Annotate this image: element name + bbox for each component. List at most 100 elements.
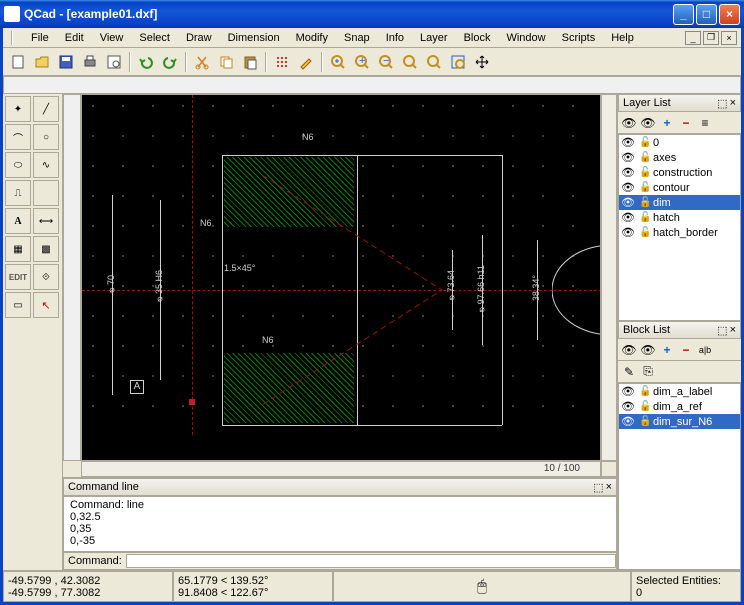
visibility-icon[interactable]: 👁 [621, 415, 635, 428]
hatch-tool[interactable]: ▦ [5, 236, 31, 262]
zoom-in-button[interactable]: + [351, 51, 373, 73]
layer-item[interactable]: 👁🔓hatch_border [619, 225, 740, 240]
block-item[interactable]: 👁🔓dim_sur_N6 [619, 414, 740, 429]
mdi-close-button[interactable]: × [721, 31, 737, 45]
menu-block[interactable]: Block [456, 30, 499, 46]
cut-button[interactable] [191, 51, 213, 73]
layer-close-button[interactable]: × [730, 97, 736, 110]
select-tool[interactable]: ↖ [33, 292, 59, 318]
menu-help[interactable]: Help [603, 30, 642, 46]
zoom-window-button[interactable] [447, 51, 469, 73]
visibility-icon[interactable]: 👁 [621, 166, 635, 179]
layer-add-button[interactable]: + [658, 114, 676, 132]
layer-item[interactable]: 👁🔓axes [619, 150, 740, 165]
lock-icon[interactable]: 🔓 [639, 152, 649, 163]
lock-icon[interactable]: 🔓 [639, 227, 649, 238]
grid-button[interactable] [271, 51, 293, 73]
zoom-out-button[interactable]: − [375, 51, 397, 73]
lock-icon[interactable]: 🔓 [639, 401, 649, 412]
layer-list[interactable]: 👁🔓0👁🔓axes👁🔓construction👁🔓contour👁🔓dim👁🔓h… [618, 134, 741, 321]
draft-button[interactable] [295, 51, 317, 73]
visibility-icon[interactable]: 👁 [621, 211, 635, 224]
open-button[interactable] [31, 51, 53, 73]
menu-scripts[interactable]: Scripts [554, 30, 604, 46]
visibility-icon[interactable]: 👁 [621, 196, 635, 209]
menu-dimension[interactable]: Dimension [220, 30, 288, 46]
menu-info[interactable]: Info [378, 30, 412, 46]
lock-icon[interactable]: 🔓 [639, 416, 649, 427]
lock-icon[interactable]: 🔓 [639, 182, 649, 193]
arc-tool[interactable]: ⌒ [5, 124, 31, 150]
spline-tool[interactable]: ∿ [33, 152, 59, 178]
visibility-icon[interactable]: 👁 [621, 226, 635, 239]
block-item[interactable]: 👁🔓dim_a_label [619, 384, 740, 399]
block-tool[interactable]: ▭ [5, 292, 31, 318]
zoom-auto-button[interactable] [399, 51, 421, 73]
close-button[interactable]: × [719, 4, 740, 25]
block-show-all-button[interactable]: 👁 [620, 341, 638, 359]
layer-remove-button[interactable]: − [677, 114, 695, 132]
measure-tool[interactable]: ⟐ [33, 264, 59, 290]
layer-item[interactable]: 👁🔓hatch [619, 210, 740, 225]
mdi-minimize-button[interactable]: _ [685, 31, 701, 45]
block-edit-button[interactable]: ✎ [620, 363, 638, 381]
lock-icon[interactable]: 🔓 [639, 137, 649, 148]
layer-item[interactable]: 👁🔓0 [619, 135, 740, 150]
block-hide-all-button[interactable]: 👁 [639, 341, 657, 359]
polyline-tool[interactable]: ⎍ [5, 180, 31, 206]
copy-button[interactable] [215, 51, 237, 73]
print-button[interactable] [79, 51, 101, 73]
block-add-button[interactable]: + [658, 341, 676, 359]
menu-file[interactable]: File [23, 30, 57, 46]
block-rename-button[interactable]: a|b [696, 341, 714, 359]
menu-edit[interactable]: Edit [57, 30, 92, 46]
visibility-icon[interactable]: 👁 [621, 136, 635, 149]
circle-tool[interactable]: ○ [33, 124, 59, 150]
line-tool[interactable]: ╱ [33, 96, 59, 122]
visibility-icon[interactable]: 👁 [621, 385, 635, 398]
block-close-button[interactable]: × [730, 324, 736, 337]
save-button[interactable] [55, 51, 77, 73]
zoom-redraw-button[interactable] [327, 51, 349, 73]
text-tool[interactable]: A [5, 208, 31, 234]
point-tool[interactable]: ✦ [5, 96, 31, 122]
lock-icon[interactable]: 🔓 [639, 386, 649, 397]
cmd-undock-button[interactable]: ⬚ [593, 481, 603, 494]
layer-undock-button[interactable]: ⬚ [717, 97, 727, 110]
menu-snap[interactable]: Snap [336, 30, 378, 46]
block-remove-button[interactable]: − [677, 341, 695, 359]
redo-button[interactable] [159, 51, 181, 73]
menu-view[interactable]: View [92, 30, 132, 46]
zoom-prev-button[interactable] [423, 51, 445, 73]
layer-item[interactable]: 👁🔓dim [619, 195, 740, 210]
layer-hide-all-button[interactable]: 👁 [639, 114, 657, 132]
ellipse-tool[interactable]: ⬭ [5, 152, 31, 178]
paste-button[interactable] [239, 51, 261, 73]
block-insert-button[interactable]: ⎘ [639, 363, 657, 381]
dimension-tool[interactable]: ⟷ [33, 208, 59, 234]
scrollbar-horizontal[interactable]: 10 / 100 [81, 461, 601, 477]
layer-item[interactable]: 👁🔓construction [619, 165, 740, 180]
maximize-button[interactable]: □ [696, 4, 717, 25]
undo-button[interactable] [135, 51, 157, 73]
menu-layer[interactable]: Layer [412, 30, 456, 46]
menu-draw[interactable]: Draw [178, 30, 220, 46]
scrollbar-vertical[interactable] [601, 94, 617, 461]
mdi-restore-button[interactable]: ❐ [703, 31, 719, 45]
minimize-button[interactable]: _ [673, 4, 694, 25]
edit-tool[interactable]: EDIT [5, 264, 31, 290]
lock-icon[interactable]: 🔓 [639, 197, 649, 208]
layer-edit-button[interactable]: ≡ [696, 114, 714, 132]
print-preview-button[interactable] [103, 51, 125, 73]
menu-modify[interactable]: Modify [288, 30, 336, 46]
drawing-canvas[interactable]: ⌀70⌀35 H6⌀73.64⌀97.66 h1138.34°1.5×45°N6… [81, 94, 601, 461]
blank-tool-1[interactable] [33, 180, 59, 206]
lock-icon[interactable]: 🔓 [639, 167, 649, 178]
visibility-icon[interactable]: 👁 [621, 400, 635, 413]
zoom-pan-button[interactable] [471, 51, 493, 73]
menu-select[interactable]: Select [131, 30, 178, 46]
visibility-icon[interactable]: 👁 [621, 181, 635, 194]
layer-item[interactable]: 👁🔓contour [619, 180, 740, 195]
image-tool[interactable]: ▩ [33, 236, 59, 262]
cmd-close-button[interactable]: × [606, 481, 612, 494]
